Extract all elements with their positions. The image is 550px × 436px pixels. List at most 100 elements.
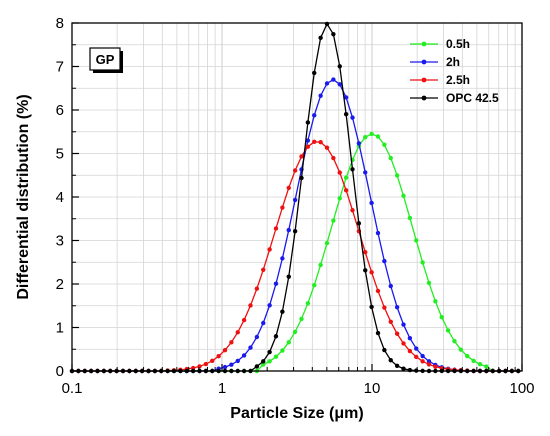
data-point xyxy=(375,134,381,139)
data-point xyxy=(375,288,381,294)
data-point xyxy=(261,362,266,367)
legend-marker xyxy=(421,95,427,101)
legend-entry: 2.5h xyxy=(410,73,470,87)
legend: 0.5h 2h 2.5h OPC 42.5 xyxy=(410,37,499,105)
data-point xyxy=(318,93,323,98)
data-point xyxy=(312,283,317,288)
y-axis-title: Differential distribution (%) xyxy=(15,94,32,299)
data-point xyxy=(254,334,260,340)
data-point xyxy=(426,362,432,367)
x-axis-title: Particle Size (μm) xyxy=(230,405,363,422)
data-point xyxy=(273,226,279,231)
data-point xyxy=(369,131,374,137)
y-tick-label: 7 xyxy=(56,59,64,76)
y-tick-label: 3 xyxy=(56,233,64,250)
data-point xyxy=(394,305,400,310)
data-point xyxy=(299,154,304,159)
x-tick-label: 1 xyxy=(218,380,226,397)
axis-ticks: 0.1 1 10 100 0 1 2 3 4 5 6 7 8 xyxy=(56,15,535,397)
series-1 xyxy=(69,77,521,374)
data-point xyxy=(414,354,419,360)
data-point xyxy=(286,185,291,191)
data-point xyxy=(369,270,374,275)
data-point xyxy=(343,111,349,117)
data-point xyxy=(229,340,234,345)
data-point xyxy=(203,361,209,367)
data-point xyxy=(229,362,234,367)
data-point xyxy=(312,113,317,118)
data-point xyxy=(382,305,387,310)
x-tick-label: 0.1 xyxy=(62,380,83,397)
data-point xyxy=(471,358,476,364)
data-point xyxy=(241,317,247,323)
data-point xyxy=(292,168,298,173)
data-point xyxy=(420,353,425,359)
data-point xyxy=(433,299,438,304)
data-point xyxy=(261,359,266,364)
legend-label: 2.5h xyxy=(446,73,470,87)
data-point xyxy=(363,134,368,140)
data-point xyxy=(273,354,279,359)
data-point xyxy=(401,341,406,346)
data-point xyxy=(331,31,336,37)
data-point xyxy=(286,340,291,345)
legend-marker xyxy=(421,59,427,65)
data-point xyxy=(388,358,393,363)
data-point xyxy=(248,303,253,308)
data-point xyxy=(477,362,483,367)
legend-label: 2h xyxy=(446,55,460,69)
data-point xyxy=(445,328,451,333)
data-point xyxy=(401,366,406,371)
data-point xyxy=(337,196,342,201)
data-point xyxy=(280,348,285,353)
data-point xyxy=(324,81,330,86)
data-point xyxy=(292,229,298,234)
legend-entry: OPC 42.5 xyxy=(410,91,499,105)
data-point xyxy=(267,349,272,355)
data-point xyxy=(343,95,349,100)
x-tick-label: 10 xyxy=(364,380,381,397)
y-tick-label: 1 xyxy=(56,320,64,337)
data-point xyxy=(350,115,355,120)
data-point xyxy=(343,175,349,180)
data-point xyxy=(210,358,215,363)
legend-entry: 0.5h xyxy=(410,37,470,51)
data-point xyxy=(337,170,342,175)
gp-badge: GP xyxy=(89,47,123,73)
data-point xyxy=(426,280,432,286)
data-point xyxy=(280,309,285,314)
data-point xyxy=(382,142,387,147)
data-point xyxy=(401,193,406,198)
data-point xyxy=(280,205,285,210)
data-point xyxy=(305,144,311,149)
data-point xyxy=(254,286,260,291)
data-point xyxy=(363,268,368,273)
data-point xyxy=(433,364,438,369)
legend-label: OPC 42.5 xyxy=(446,91,499,105)
data-point xyxy=(337,64,342,69)
data-point xyxy=(382,347,387,353)
data-point xyxy=(369,200,374,206)
badge-box xyxy=(89,47,121,71)
data-point xyxy=(394,363,400,369)
data-point xyxy=(458,347,464,352)
data-point xyxy=(426,359,432,364)
data-point xyxy=(267,359,272,364)
data-point xyxy=(254,364,260,369)
data-point xyxy=(394,173,400,178)
data-point xyxy=(324,145,330,150)
data-point xyxy=(292,329,298,335)
data-point xyxy=(439,315,444,320)
grid xyxy=(72,23,522,371)
data-point xyxy=(331,77,336,82)
y-tick-label: 2 xyxy=(56,276,64,293)
data-point xyxy=(388,155,393,161)
data-point xyxy=(267,303,272,308)
data-point xyxy=(286,227,291,233)
data-point xyxy=(248,345,253,350)
data-point xyxy=(350,167,355,172)
data-point xyxy=(305,138,311,143)
legend-entry: 2h xyxy=(410,55,460,69)
